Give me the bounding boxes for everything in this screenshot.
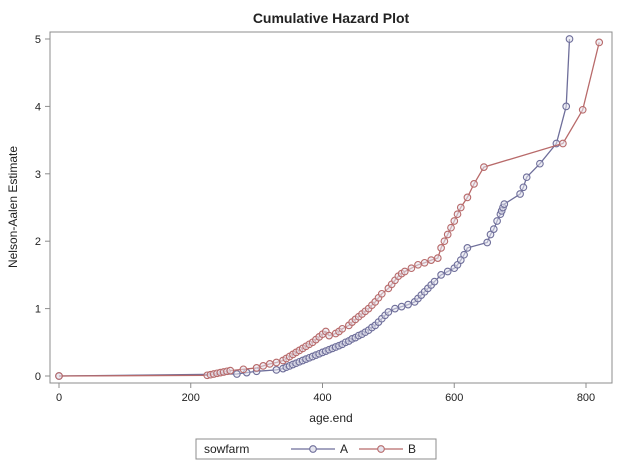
data-point-a bbox=[500, 200, 509, 208]
data-point-a bbox=[565, 35, 574, 43]
data-point-a bbox=[272, 366, 281, 374]
data-point-b bbox=[447, 223, 455, 232]
data-point-b bbox=[420, 258, 429, 267]
y-tick-label: 5 bbox=[35, 34, 41, 46]
data-point-b bbox=[377, 289, 386, 298]
chart-title: Cumulative Hazard Plot bbox=[253, 10, 410, 26]
y-tick-label: 0 bbox=[35, 371, 41, 383]
data-point-b bbox=[272, 358, 281, 367]
x-tick-label: 400 bbox=[313, 392, 331, 404]
legend-title: sowfarm bbox=[204, 442, 249, 456]
legend-label-a: A bbox=[340, 442, 348, 456]
data-point-a bbox=[397, 302, 406, 311]
legend-label-b: B bbox=[408, 442, 416, 456]
data-point-b bbox=[259, 362, 268, 370]
data-point-b bbox=[400, 267, 409, 276]
data-point-b bbox=[325, 331, 333, 340]
data-point-a bbox=[391, 304, 399, 313]
x-axis-label: age.end bbox=[309, 411, 352, 425]
data-point-b bbox=[450, 217, 459, 225]
data-point-b bbox=[239, 365, 248, 374]
data-point-b bbox=[453, 210, 462, 219]
data-point-b bbox=[443, 230, 452, 239]
data-point-b bbox=[252, 364, 261, 372]
data-point-b bbox=[427, 256, 436, 264]
data-point-b bbox=[595, 38, 604, 47]
y-tick-label: 2 bbox=[35, 236, 41, 248]
legend: sowfarm A B bbox=[195, 438, 437, 460]
x-tick-label: 800 bbox=[577, 392, 595, 404]
series-line-a bbox=[58, 38, 571, 377]
data-point-b bbox=[265, 360, 274, 368]
series-a bbox=[55, 35, 574, 380]
data-point-b bbox=[578, 105, 587, 114]
data-point-a bbox=[522, 173, 531, 182]
x-tick-label: 0 bbox=[56, 392, 62, 404]
data-point-b bbox=[480, 163, 488, 171]
series-b bbox=[55, 38, 604, 380]
data-point-b bbox=[456, 203, 465, 212]
data-point-b bbox=[437, 244, 445, 252]
data-point-a bbox=[460, 250, 468, 259]
data-point-a bbox=[437, 271, 445, 279]
data-point-b bbox=[559, 139, 567, 148]
series-line-b bbox=[58, 42, 600, 377]
data-point-b bbox=[463, 193, 472, 202]
data-point-b bbox=[407, 264, 416, 273]
data-point-b bbox=[338, 324, 347, 333]
data-point-b bbox=[55, 372, 63, 380]
y-axis-label: Nelson-Aalen Estimate bbox=[6, 146, 20, 268]
data-point-a bbox=[562, 102, 571, 111]
data-point-a bbox=[463, 244, 472, 252]
data-point-a bbox=[483, 238, 492, 247]
y-tick-label: 4 bbox=[35, 101, 41, 113]
y-tick-label: 3 bbox=[35, 169, 41, 181]
data-point-a bbox=[456, 256, 465, 264]
data-point-a bbox=[430, 277, 439, 286]
data-point-a bbox=[233, 370, 241, 378]
legend-marker-b bbox=[377, 445, 385, 453]
data-point-a bbox=[516, 190, 524, 198]
data-point-a bbox=[486, 230, 495, 239]
data-point-a bbox=[493, 217, 501, 225]
plot-frame bbox=[49, 31, 613, 384]
data-point-a bbox=[404, 300, 412, 309]
legend-marker-a bbox=[309, 445, 317, 453]
y-tick-label: 1 bbox=[35, 304, 41, 316]
data-point-a bbox=[519, 183, 528, 192]
data-point-a bbox=[536, 159, 544, 168]
data-point-a bbox=[384, 308, 393, 316]
data-point-b bbox=[433, 254, 442, 262]
plot-area: 0 200 400 600 800 0 1 2 3 4 5 bbox=[35, 31, 613, 404]
data-point-b bbox=[414, 260, 422, 269]
data-point-a bbox=[489, 225, 498, 233]
data-point-a bbox=[443, 267, 452, 276]
x-tick-label: 600 bbox=[445, 392, 463, 404]
data-point-b bbox=[470, 180, 478, 188]
data-point-b bbox=[440, 237, 449, 246]
x-tick-label: 200 bbox=[182, 392, 200, 404]
data-point-b bbox=[226, 366, 235, 375]
